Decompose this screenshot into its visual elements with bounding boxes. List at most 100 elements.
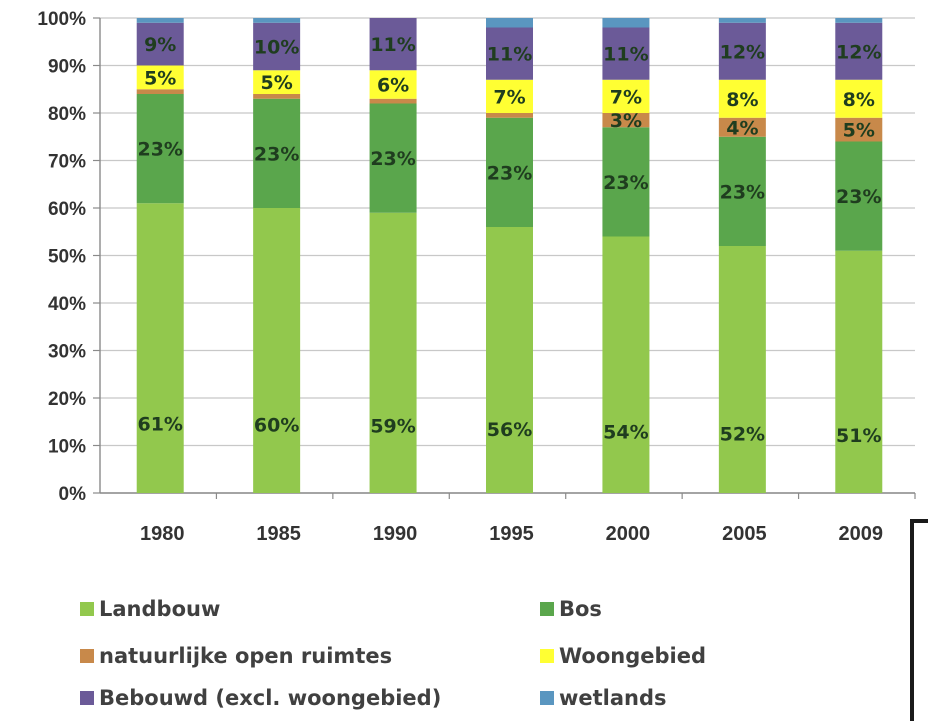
y-tick-label: 40% <box>48 294 86 315</box>
y-tick-label: 100% <box>37 9 86 30</box>
data-label: 11% <box>370 34 415 56</box>
bar-segment-landbouw <box>369 212 417 493</box>
legend-swatch <box>540 691 554 705</box>
data-label: 5% <box>843 120 875 142</box>
bar-segment-woongebied <box>835 79 883 118</box>
bar-segment-landbouw <box>835 250 883 493</box>
legend-swatch <box>80 691 94 705</box>
bar-segment-bos <box>369 103 417 213</box>
bar-segment-wetlands <box>136 18 184 23</box>
frame-corner-line <box>910 519 928 721</box>
x-tick-label: 1985 <box>256 523 301 545</box>
data-label: 11% <box>603 44 648 66</box>
bar-segment-bos <box>486 117 533 227</box>
tick-labels: 0% 10% 20% 30% 40% 50% 60% 70% 80% 90% 100% 1980 198… <box>37 9 883 545</box>
bar-segment-landbouw <box>486 227 533 493</box>
bar-segment-wetlands <box>602 18 650 28</box>
y-tick-label: 20% <box>48 389 86 410</box>
bar-segment-natuurlijke-open-ruimtes <box>835 117 883 142</box>
y-tick-label: 90% <box>48 57 86 78</box>
bar-segment-natuurlijke-open-ruimtes <box>136 89 184 94</box>
legend-swatch <box>540 649 554 663</box>
data-label: 23% <box>487 162 532 184</box>
data-label: 59% <box>370 416 415 438</box>
bar-segment-bebouwd-excl-woongebied <box>602 27 650 80</box>
data-label: 9% <box>144 34 176 56</box>
y-tick-label: 70% <box>48 152 86 173</box>
bar-segment-bos <box>136 94 184 204</box>
data-label: 51% <box>836 425 881 447</box>
data-label: 23% <box>603 172 648 194</box>
data-label: 7% <box>610 86 642 108</box>
legend-label: Woongebied <box>559 644 706 668</box>
data-label: 6% <box>377 75 409 97</box>
data-label: 12% <box>836 41 881 63</box>
bar-segment-bebouwd-excl-woongebied <box>718 22 766 80</box>
data-label: 23% <box>370 148 415 170</box>
bar-segment-natuurlijke-open-ruimtes <box>253 94 301 99</box>
x-tick-label: 1980 <box>140 523 185 545</box>
bar-segment-natuurlijke-open-ruimtes <box>369 98 417 104</box>
data-label: 5% <box>261 72 293 94</box>
data-label: 56% <box>487 419 532 441</box>
legend-label: Bebouwd (excl. woongebied) <box>99 686 441 710</box>
y-tick-label: 60% <box>48 199 86 220</box>
data-labels: 61% 23% 5% 9% 60% 23% 5% 10% 59% 23% 6% 11% 56% 23% 7%… <box>137 34 881 447</box>
data-label: 11% <box>487 44 532 66</box>
y-tick-label: 0% <box>59 484 87 505</box>
data-label: 4% <box>726 117 758 139</box>
data-label: 7% <box>493 86 525 108</box>
x-tick-label: 1995 <box>489 523 534 545</box>
data-label: 52% <box>720 424 765 446</box>
y-tick-label: 50% <box>48 247 86 268</box>
data-label: 10% <box>254 37 299 59</box>
legend-swatch <box>80 649 94 663</box>
bar-segment-landbouw <box>253 208 301 493</box>
bar-segment-bos <box>602 127 650 237</box>
legend-swatch <box>80 602 94 616</box>
bar-segment-woongebied <box>136 65 184 90</box>
data-label: 8% <box>843 89 875 111</box>
bar-segment-natuurlijke-open-ruimtes <box>486 113 533 118</box>
data-label: 54% <box>603 421 648 443</box>
bar-segment-bebouwd-excl-woongebied <box>136 22 184 66</box>
bar-segment-woongebied <box>253 70 301 94</box>
data-label: 23% <box>254 143 299 165</box>
bar-segment-wetlands <box>486 18 533 28</box>
y-tick-label: 30% <box>48 342 86 363</box>
bar-segment-bebouwd-excl-woongebied <box>253 22 301 71</box>
data-label: 12% <box>720 41 765 63</box>
legend-label: Bos <box>559 597 602 621</box>
bar-segment-bebouwd-excl-woongebied <box>369 18 417 71</box>
x-tick-label: 1990 <box>373 523 418 545</box>
legend-label: Landbouw <box>99 597 220 621</box>
data-label: 8% <box>726 89 758 111</box>
y-tick-label: 10% <box>48 437 86 458</box>
frame-overlay <box>910 519 928 721</box>
bar-segment-woongebied <box>369 70 417 99</box>
data-label: 60% <box>254 415 299 437</box>
data-label: 5% <box>144 67 176 89</box>
data-label: 3% <box>610 110 642 132</box>
legend-swatch <box>540 602 554 616</box>
bar-segment-natuurlijke-open-ruimtes <box>718 117 766 137</box>
y-tick-label: 80% <box>48 104 86 125</box>
bar-segment-wetlands <box>718 18 766 23</box>
bar-segment-landbouw <box>602 236 650 493</box>
bar-segment-landbouw <box>136 203 184 493</box>
data-label: 23% <box>836 186 881 208</box>
bar-segment-woongebied <box>602 79 650 113</box>
data-label: 23% <box>720 181 765 203</box>
bar-segment-woongebied <box>486 79 533 113</box>
bar-segment-bebouwd-excl-woongebied <box>486 27 533 80</box>
bar-segment-bebouwd-excl-woongebied <box>835 22 883 80</box>
x-tick-label: 2005 <box>722 523 767 545</box>
bar-segment-bos <box>718 136 766 246</box>
bar-segment-landbouw <box>718 246 766 493</box>
legend-label: natuurlijke open ruimtes <box>99 644 392 668</box>
x-tick-label: 2000 <box>606 523 651 545</box>
x-tick-label: 2009 <box>839 523 884 545</box>
bar-segment-wetlands <box>835 18 883 23</box>
bar-segment-woongebied <box>718 79 766 118</box>
